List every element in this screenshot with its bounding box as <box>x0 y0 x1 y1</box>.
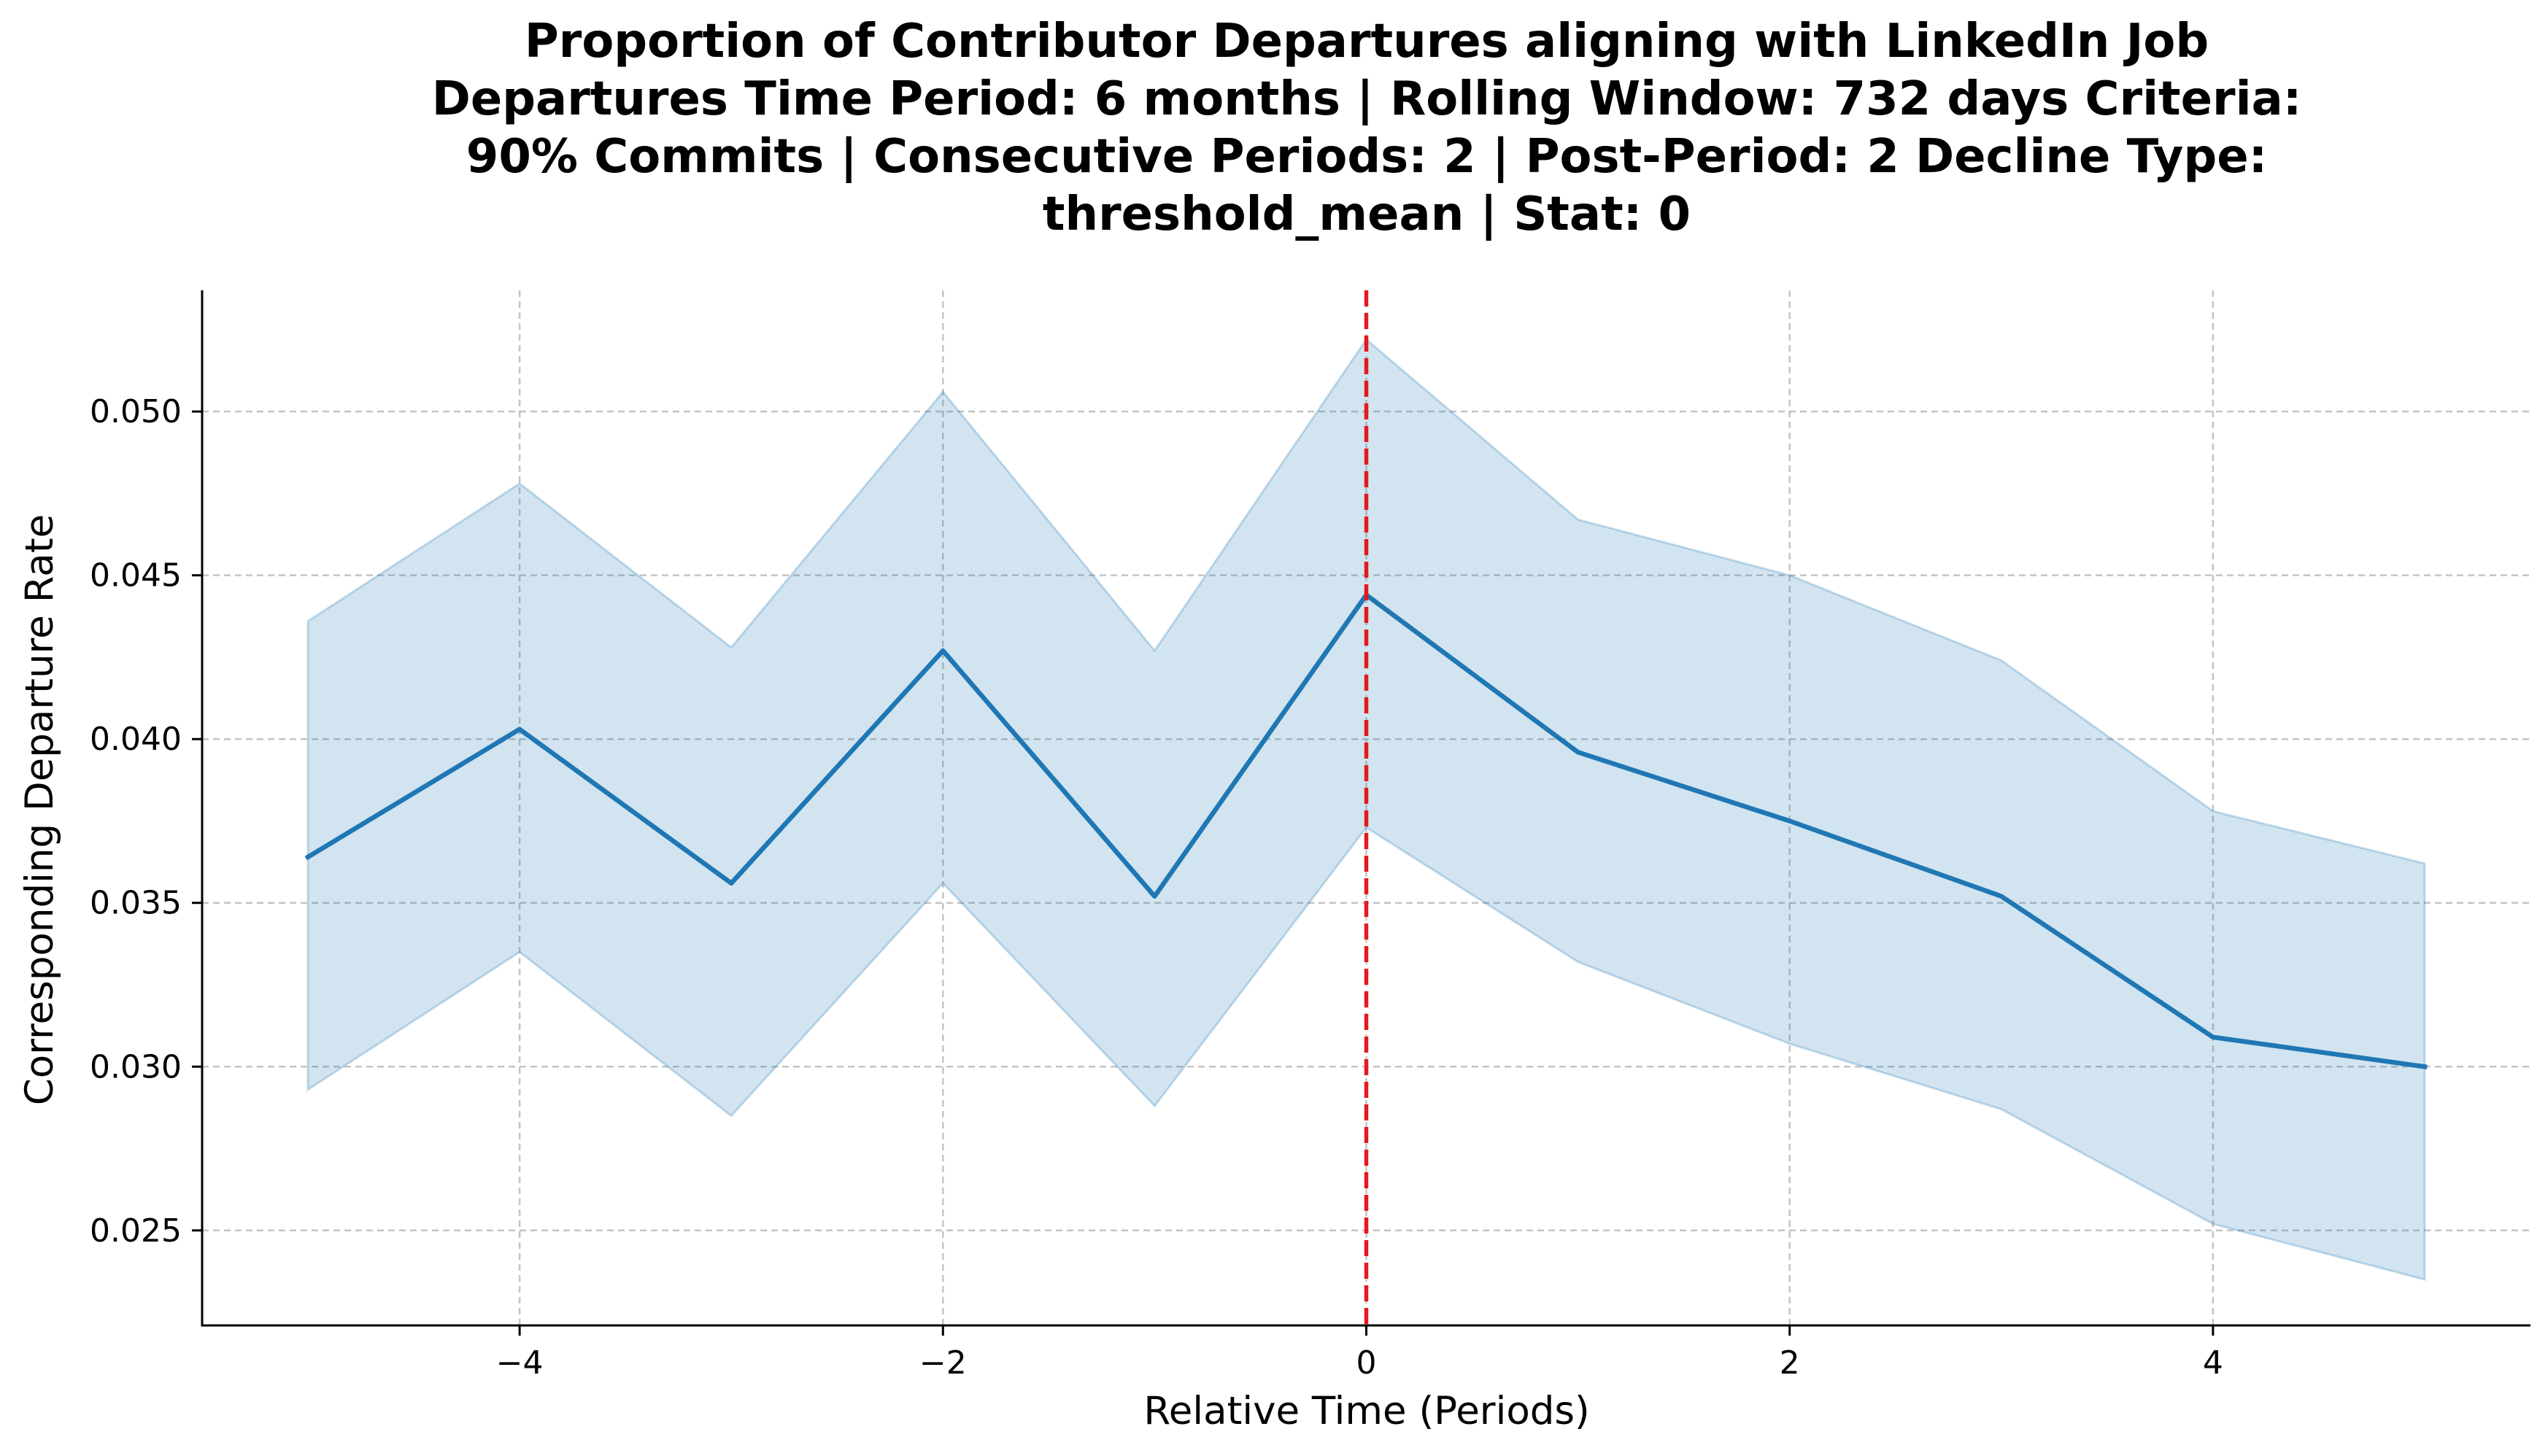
data-point-0-4 <box>1154 896 1155 897</box>
data-point-0-0 <box>308 856 309 857</box>
chart-title: Proportion of Contributor Departures ali… <box>432 15 2302 241</box>
data-point-0-10 <box>2424 1066 2425 1067</box>
y-axis-ticks: 0.025 0.030 0.035 0.040 0.045 0.050 <box>90 393 202 1250</box>
confidence-band-0 <box>306 338 2426 1282</box>
x-tick-label-2: 0 <box>1356 1344 1377 1382</box>
y-tick-label-1: 0.030 <box>90 1048 182 1085</box>
title-line-3: 90% Commits | Consecutive Periods: 2 | P… <box>466 130 2267 184</box>
x-axis-ticks: −4 −2 0 2 4 <box>496 1325 2223 1382</box>
y-tick-label-0: 0.025 <box>90 1212 182 1250</box>
title-line-1: Proportion of Contributor Departures ali… <box>525 15 2209 69</box>
x-axis-label: Relative Time (Periods) <box>1143 1389 1589 1433</box>
y-tick-label-5: 0.050 <box>90 393 182 430</box>
y-tick-label-2: 0.035 <box>90 885 182 922</box>
x-tick-label-3: 2 <box>1780 1344 1800 1382</box>
y-tick-label-4: 0.045 <box>90 557 182 595</box>
x-tick-label-1: −2 <box>919 1344 967 1382</box>
x-tick-label-4: 4 <box>2203 1344 2223 1382</box>
x-tick-label-0: −4 <box>496 1344 544 1382</box>
y-tick-label-3: 0.040 <box>90 721 182 758</box>
title-line-2: Departures Time Period: 6 months | Rolli… <box>432 72 2302 126</box>
title-line-4: threshold_mean | Stat: 0 <box>1043 187 1691 241</box>
y-axis-label: Corresponding Departure Rate <box>18 514 62 1106</box>
confidence-band-group <box>306 338 2426 1282</box>
